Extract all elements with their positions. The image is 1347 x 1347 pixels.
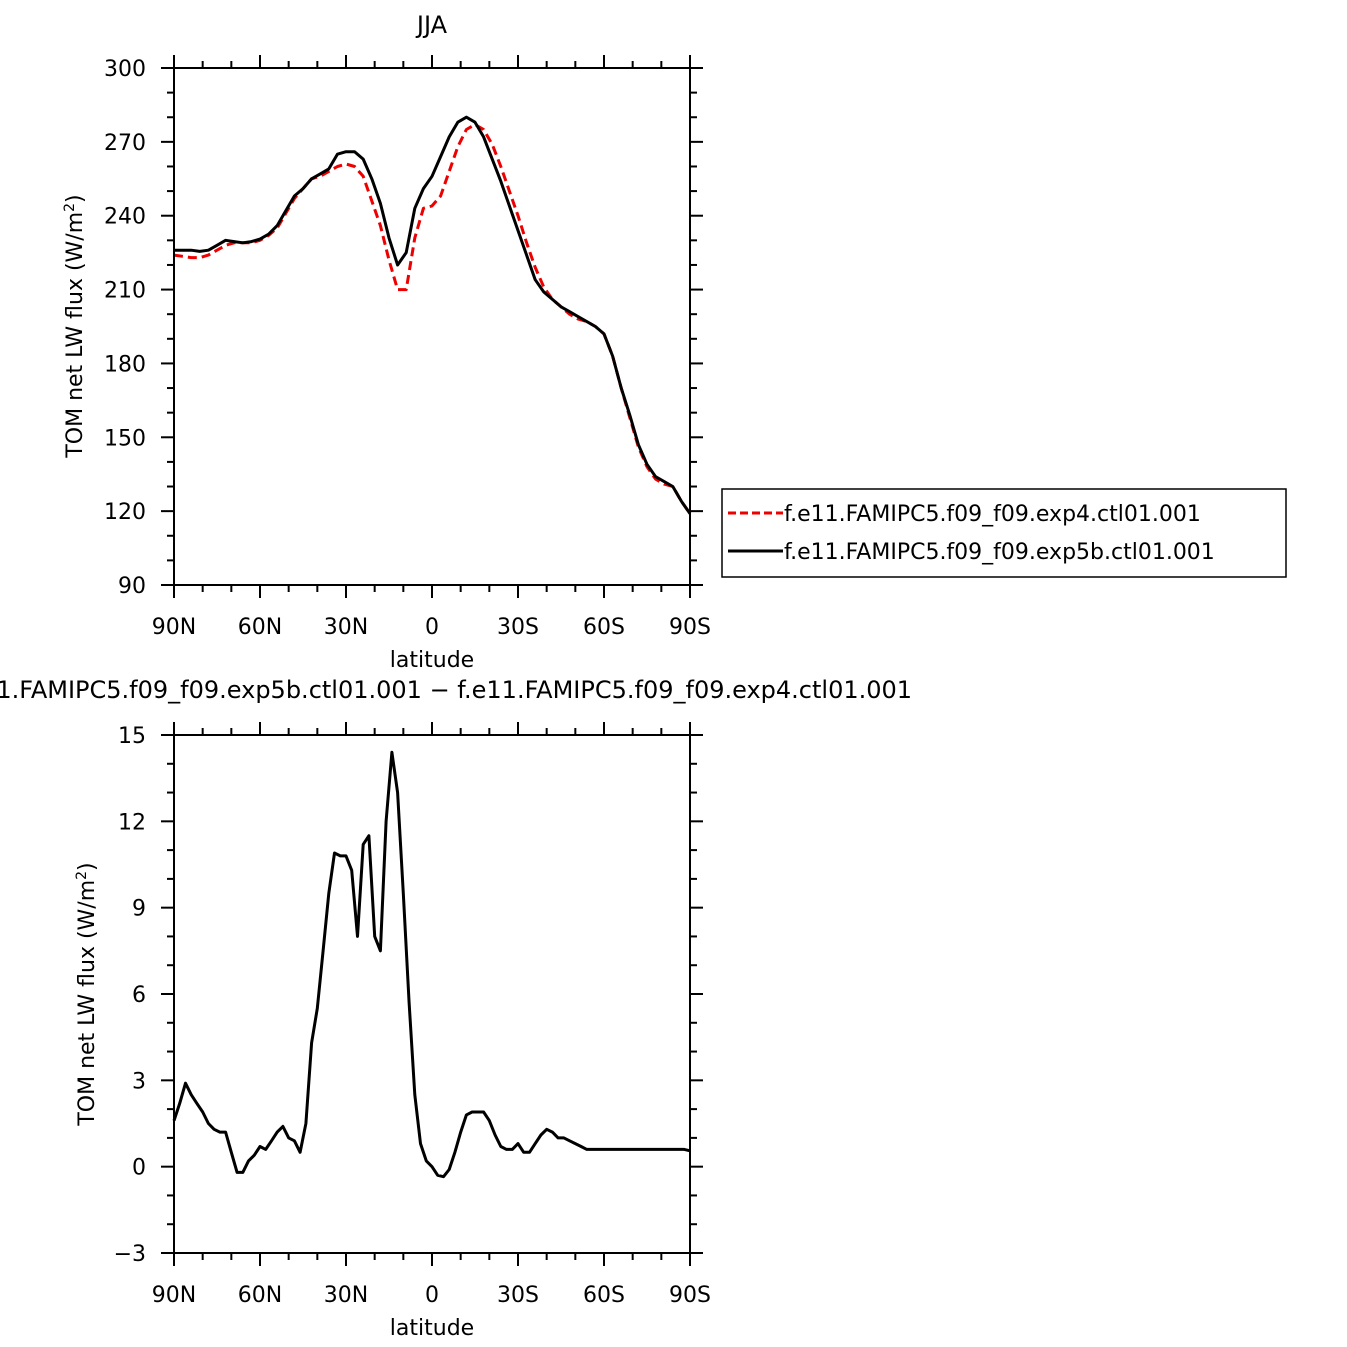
x-tick-label: 30N [324,615,368,640]
y-tick-label: 300 [104,57,146,82]
y-tick-label: 240 [104,205,146,230]
bottom-x-axis-label: latitude [390,1316,474,1341]
y-tick-label: 6 [132,983,146,1008]
x-tick-label: 60S [583,615,625,640]
series-line-1-0 [172,750,691,1179]
x-tick-label: 60N [238,1283,282,1308]
plot-frame [173,734,691,1254]
x-tick-label: 60S [583,1283,625,1308]
x-tick-label: 90S [669,1283,711,1308]
y-tick-label: 0 [132,1156,146,1181]
y-tick-label: 15 [118,724,146,749]
y-tick-label: 9 [132,897,146,922]
y-tick-label: 3 [132,1069,146,1094]
x-tick-label: 90N [152,615,196,640]
bottom-chart-panel: f.e11.FAMIPC5.f09_f09.exp5b.ctl01.001 − … [0,676,912,1341]
legend: f.e11.FAMIPC5.f09_f09.exp4.ctl01.001 f.e… [721,488,1287,578]
x-tick-label: 0 [425,1283,439,1308]
top-y-axis-label: TOM net LW flux (W/m2) [62,194,88,458]
y-tick-label: 90 [118,574,146,599]
legend-label-exp4: f.e11.FAMIPC5.f09_f09.exp4.ctl01.001 [784,502,1201,527]
x-tick-label: 0 [425,615,439,640]
series-line-0-0 [173,123,692,515]
x-tick-label: 90S [669,615,711,640]
top-chart-panel: JJA 90N 60N 30N 0 30S 60S 90S 90 120 150 180 210 240… [62,11,1287,673]
bottom-chart-title: f.e11.FAMIPC5.f09_f09.exp5b.ctl01.001 − … [0,676,912,704]
x-tick-label: 30N [324,1283,368,1308]
top-x-axis-label: latitude [390,648,474,673]
y-tick-label: −3 [114,1242,146,1267]
legend-box [721,488,1287,578]
x-tick-label: 60N [238,615,282,640]
x-tick-label: 30S [497,1283,539,1308]
y-tick-label: 150 [104,426,146,451]
y-tick-label: 120 [104,500,146,525]
y-tick-label: 210 [104,279,146,304]
plot-frame [173,67,691,586]
y-tick-label: 270 [104,131,146,156]
top-chart-title: JJA [415,11,448,39]
y-tick-label: 12 [118,810,146,835]
y-tick-label: 180 [104,352,146,377]
bottom-y-axis-label: TOM net LW flux (W/m2) [74,862,100,1126]
x-tick-label: 30S [497,615,539,640]
series-line-0-1 [174,115,692,515]
x-tick-label: 90N [152,1283,196,1308]
legend-label-exp5b: f.e11.FAMIPC5.f09_f09.exp5b.ctl01.001 [784,540,1215,565]
